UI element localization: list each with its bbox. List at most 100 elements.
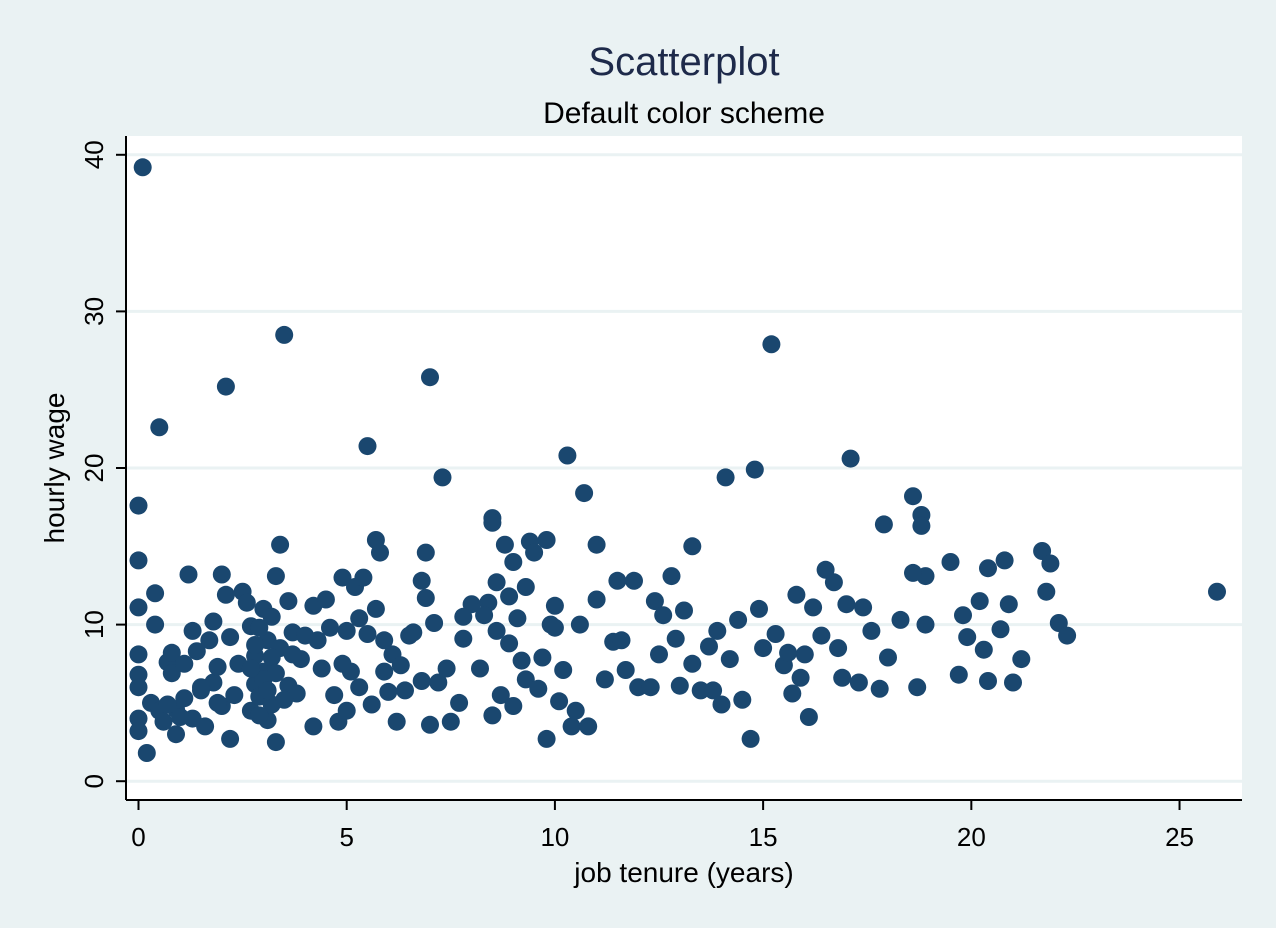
data-point <box>558 446 577 465</box>
data-point <box>512 651 531 670</box>
data-point <box>716 468 735 487</box>
data-point <box>720 650 739 669</box>
chart-title: Scatterplot <box>588 40 779 84</box>
data-point <box>487 573 506 592</box>
data-point <box>912 516 931 535</box>
data-point <box>429 673 448 692</box>
data-point <box>196 717 215 736</box>
data-point <box>133 158 152 177</box>
data-point <box>129 598 148 617</box>
x-tick-label: 20 <box>957 822 986 852</box>
data-point <box>454 629 473 648</box>
data-point <box>167 725 185 744</box>
data-point <box>608 571 627 590</box>
data-point <box>208 693 227 712</box>
data-point <box>129 678 148 697</box>
data-point <box>504 697 523 715</box>
data-point <box>708 621 727 640</box>
data-point <box>358 437 377 456</box>
data-point <box>799 708 818 726</box>
data-point <box>650 645 668 664</box>
data-point <box>550 692 569 711</box>
x-tick-label: 10 <box>540 822 569 852</box>
data-point <box>704 681 723 700</box>
data-point <box>204 612 223 631</box>
data-point <box>279 592 298 611</box>
data-point <box>216 377 235 396</box>
data-point <box>129 551 148 570</box>
x-tick-label: 15 <box>749 822 778 852</box>
data-point <box>941 553 960 571</box>
y-tick-labels: 0 10 20 30 40 <box>79 140 109 788</box>
data-point <box>483 706 502 725</box>
data-point <box>487 621 506 640</box>
data-point <box>241 659 260 678</box>
data-point <box>654 606 673 625</box>
y-axis-label: hourly wage <box>39 393 70 544</box>
data-point <box>471 659 489 678</box>
data-point <box>162 643 181 662</box>
data-point <box>862 621 881 640</box>
data-point <box>404 623 423 642</box>
data-point <box>421 715 439 734</box>
data-point <box>779 643 798 662</box>
data-point <box>745 460 764 479</box>
axes <box>116 136 1242 810</box>
data-point <box>350 609 369 628</box>
data-point <box>958 628 977 647</box>
data-point <box>999 595 1018 614</box>
data-point <box>441 712 460 731</box>
data-point <box>250 706 269 725</box>
data-point <box>562 717 581 736</box>
data-point <box>154 712 173 731</box>
data-point <box>949 665 968 684</box>
data-point <box>275 325 294 344</box>
data-point <box>366 599 385 618</box>
data-point <box>162 664 181 683</box>
y-tick-label: 40 <box>79 140 109 169</box>
data-point <box>416 543 435 562</box>
data-point <box>762 335 781 354</box>
y-tick-label: 30 <box>79 297 109 326</box>
data-point <box>741 729 760 748</box>
data-point <box>237 593 256 612</box>
data-point <box>175 654 194 673</box>
data-point <box>271 535 290 554</box>
data-point <box>187 642 206 661</box>
data-point <box>516 670 535 689</box>
data-point <box>275 690 294 709</box>
data-point <box>700 637 718 656</box>
data-point <box>179 565 198 584</box>
data-point <box>645 592 664 611</box>
data-point <box>516 578 535 596</box>
data-point <box>183 621 202 640</box>
data-point <box>325 686 344 705</box>
data-point <box>829 639 848 658</box>
x-tick-label: 5 <box>339 822 353 852</box>
x-tick-label: 25 <box>1165 822 1194 852</box>
data-point <box>587 590 606 609</box>
data-point <box>587 535 606 554</box>
data-point <box>158 695 177 714</box>
data-point <box>266 733 285 752</box>
data-point <box>171 708 190 726</box>
chart-subtitle: Default color scheme <box>543 97 825 130</box>
data-point <box>500 634 519 653</box>
data-point <box>304 717 323 736</box>
data-point <box>575 484 594 503</box>
data-point <box>437 659 456 678</box>
data-point <box>787 585 806 604</box>
data-point <box>545 618 564 637</box>
data-point <box>1004 673 1022 692</box>
data-point <box>879 648 897 667</box>
data-point <box>500 587 519 606</box>
data-point <box>333 568 352 587</box>
data-point <box>333 654 352 673</box>
data-point <box>683 654 702 673</box>
data-point <box>225 686 244 705</box>
data-point <box>537 531 556 549</box>
data-point <box>379 682 398 701</box>
data-point <box>537 729 556 748</box>
data-point <box>150 418 169 437</box>
data-point <box>554 661 573 679</box>
